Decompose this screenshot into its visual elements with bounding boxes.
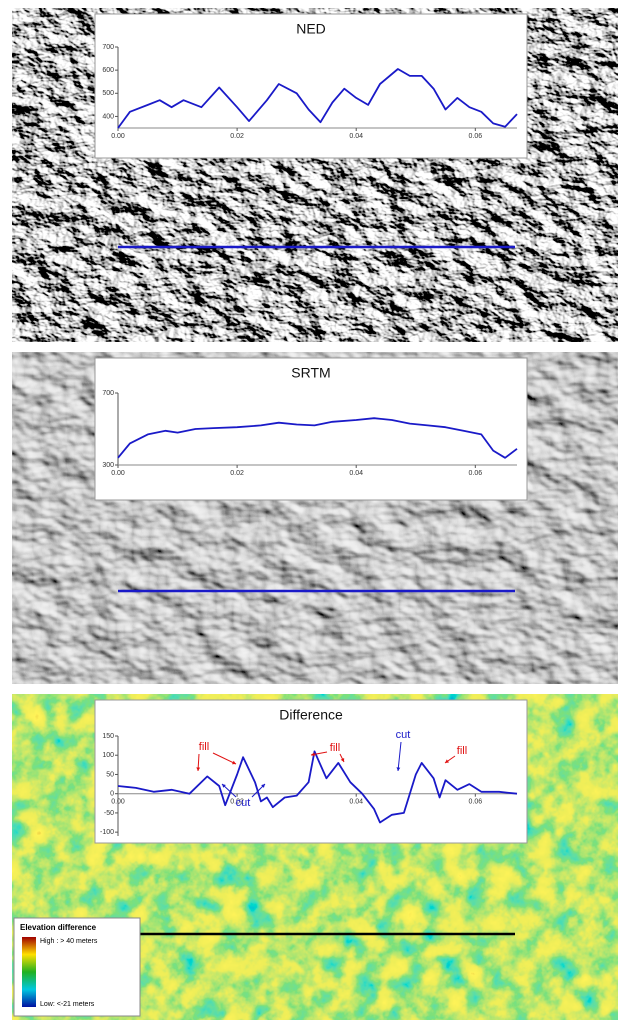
y-tick-label: 700: [102, 44, 114, 51]
y-tick-label: 100: [102, 752, 114, 759]
y-tick-label: 50: [106, 771, 114, 778]
y-tick-label: 0: [110, 791, 114, 798]
x-tick-label: 0.00: [111, 470, 125, 477]
legend-ramp: [22, 937, 36, 1007]
y-tick-label: 500: [102, 90, 114, 97]
y-tick-label: 700: [102, 390, 114, 397]
x-tick-label: 0.02: [230, 470, 244, 477]
chart-title: NED: [296, 21, 326, 37]
y-tick-label: 300: [102, 462, 114, 469]
annotation: fill: [199, 741, 209, 753]
x-tick-label: 0.06: [469, 799, 483, 806]
y-tick-label: -50: [104, 810, 114, 817]
chart-title: Difference: [279, 707, 343, 723]
x-tick-label: 0.00: [111, 133, 125, 140]
legend-high: High : > 40 meters: [40, 938, 98, 945]
chart: NED 400 500 600 700 0.00 0.02 0.04 0.06: [95, 14, 527, 158]
annotation: cut: [236, 797, 251, 809]
x-tick-label: 0.00: [111, 799, 125, 806]
map-legend: Elevation difference High : > 40 meters …: [14, 918, 140, 1016]
y-tick-label: 150: [102, 733, 114, 740]
x-tick-label: 0.04: [349, 133, 363, 140]
annotation: cut: [396, 729, 411, 741]
chart: SRTM 300 700 0.00 0.02 0.04 0.06: [95, 358, 527, 500]
x-tick-label: 0.02: [230, 133, 244, 140]
x-tick-label: 0.04: [349, 799, 363, 806]
x-tick-label: 0.06: [469, 133, 483, 140]
legend-low: Low: <-21 meters: [40, 1001, 95, 1008]
annotation: fill: [457, 745, 467, 757]
figure: NED4005006007000.000.020.040.06SRTM30070…: [0, 0, 628, 1026]
x-tick-label: 0.04: [349, 470, 363, 477]
y-tick-label: 400: [102, 113, 114, 120]
y-tick-label: 600: [102, 67, 114, 74]
x-tick-label: 0.06: [469, 470, 483, 477]
annotation: fill: [330, 742, 340, 754]
page: {"chart_data": [ {"type": "line", "title…: [0, 0, 628, 1026]
y-tick-label: -100: [100, 829, 114, 836]
legend-title: Elevation difference: [20, 923, 97, 932]
chart-title: SRTM: [291, 365, 330, 381]
